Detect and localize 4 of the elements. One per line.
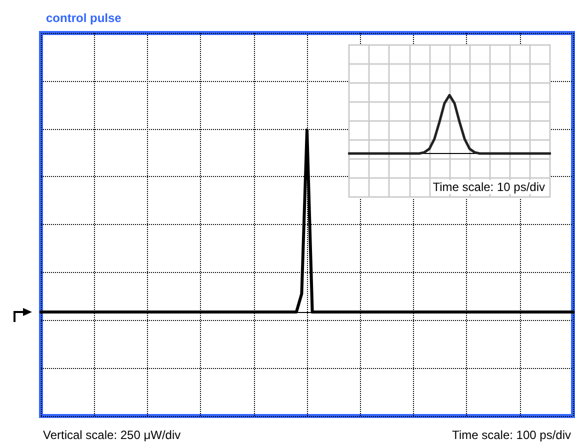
text: Time scale: 100 ps/div (452, 428, 572, 442)
annotation: Time scale: 10 ps/div (432, 180, 545, 194)
chart-title: control pulse (46, 11, 122, 25)
text: Vertical scale: 250 μW/div (43, 428, 181, 442)
